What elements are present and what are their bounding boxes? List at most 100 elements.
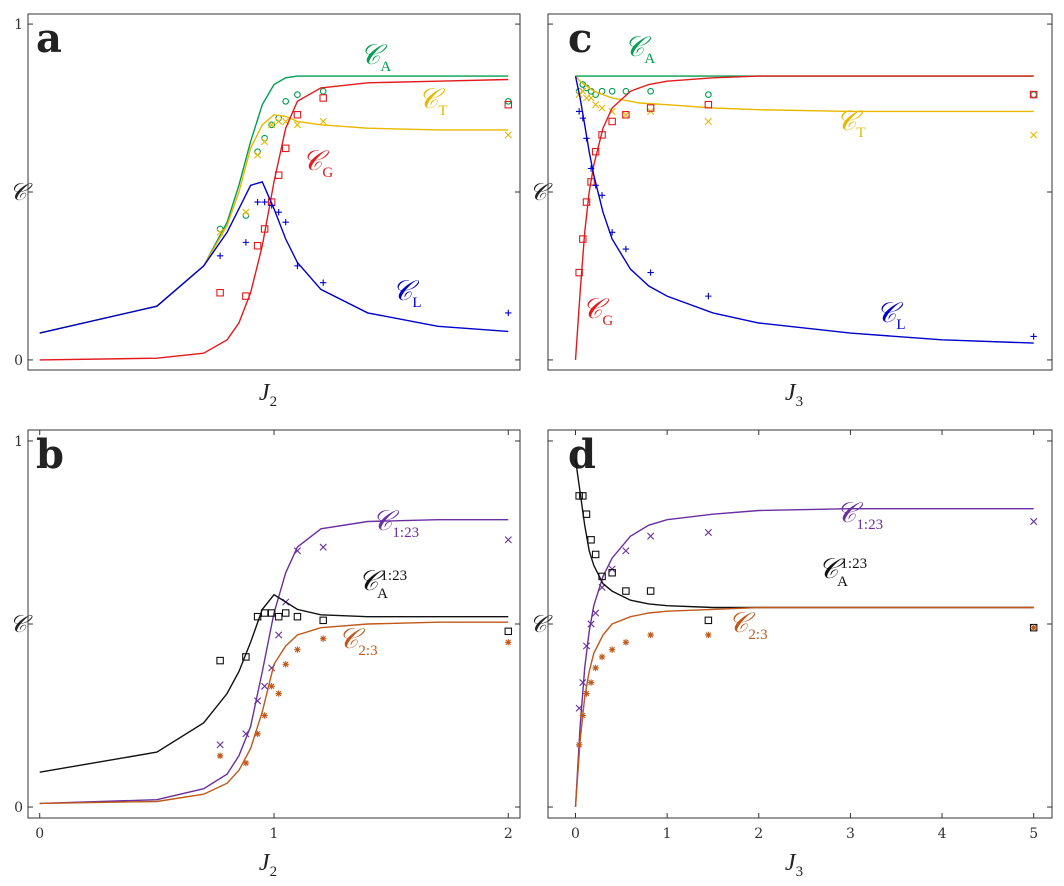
- data-point: [216, 741, 224, 749]
- series-2: [39, 621, 512, 805]
- data-point: [260, 225, 269, 233]
- data-point: [592, 182, 599, 189]
- data-point: [274, 612, 283, 621]
- series-1: [39, 114, 512, 334]
- plot-area: [39, 75, 513, 361]
- series-line: [39, 593, 509, 773]
- series-1: [39, 593, 513, 773]
- data-point: [242, 730, 250, 738]
- data-point: [242, 292, 250, 300]
- series-label: 𝒞A: [624, 32, 655, 67]
- data-point: [647, 532, 655, 540]
- data-point: [1030, 517, 1038, 526]
- series-label: 𝒞T: [418, 84, 448, 119]
- data-point: [622, 245, 630, 253]
- data-point: [320, 279, 327, 286]
- data-point: [1030, 624, 1037, 631]
- series-3: [574, 75, 1037, 344]
- data-point: [608, 87, 616, 95]
- series-line: [574, 606, 1034, 808]
- series-2: [574, 606, 1037, 808]
- data-point: [705, 631, 712, 639]
- data-point: [504, 627, 513, 636]
- data-point: [242, 239, 250, 246]
- x-tick-label: 5: [1029, 826, 1038, 842]
- data-point: [275, 208, 282, 216]
- data-point: [294, 262, 301, 270]
- data-point: [705, 292, 712, 300]
- y-tick-label: 1: [14, 434, 23, 450]
- x-axis-label: J3: [785, 850, 803, 880]
- data-point: [575, 704, 583, 712]
- data-point: [505, 639, 512, 646]
- x-tick-label: 0: [571, 826, 580, 842]
- data-point: [242, 759, 250, 767]
- data-point: [267, 609, 276, 617]
- data-point: [592, 664, 599, 672]
- data-point: [579, 235, 587, 243]
- data-point: [319, 117, 327, 126]
- data-point: [216, 228, 224, 236]
- series-2: [574, 75, 1038, 360]
- data-point: [504, 536, 512, 544]
- panel-a: 0 1 J2 𝒞a 𝒞A 𝒞T 𝒞G 𝒞L: [9, 13, 521, 410]
- data-point: [504, 131, 512, 139]
- series-line: [39, 78, 509, 361]
- x-tick-label: 2: [504, 826, 513, 842]
- series-label: 𝒞 1:23 A: [358, 566, 407, 602]
- plot-area: [574, 459, 1038, 808]
- data-point: [294, 646, 301, 653]
- series-3: [39, 181, 512, 334]
- data-point: [592, 609, 600, 617]
- series-2: [39, 78, 513, 361]
- data-point: [281, 609, 290, 617]
- data-point: [646, 104, 655, 112]
- data-point: [261, 138, 269, 146]
- data-point: [598, 131, 606, 139]
- data-point: [647, 87, 654, 95]
- data-point: [646, 587, 655, 595]
- data-point: [579, 87, 587, 95]
- series-line: [574, 459, 1034, 609]
- plot-frame: [547, 13, 1053, 371]
- x-tick-label: 1: [270, 826, 279, 842]
- panel-letter: d: [568, 431, 596, 478]
- x-tick-label: 1: [663, 826, 672, 842]
- data-point: [282, 661, 289, 668]
- data-point: [1030, 333, 1037, 340]
- data-point: [622, 111, 630, 119]
- data-point: [587, 679, 595, 686]
- data-point: [587, 178, 595, 186]
- data-point: [622, 87, 630, 95]
- data-point: [592, 101, 600, 109]
- data-point: [583, 690, 590, 697]
- series-line: [39, 114, 509, 334]
- data-point: [294, 91, 301, 98]
- panel-letter: a: [36, 15, 62, 62]
- series-line: [574, 75, 1034, 360]
- series-label: 𝒞L: [876, 298, 906, 333]
- data-point: [622, 111, 630, 119]
- data-point: [582, 642, 591, 650]
- panel-letter: c: [568, 15, 592, 62]
- series-label: 𝒞1:23: [372, 506, 419, 541]
- data-point: [275, 631, 283, 639]
- plot-frame: [547, 429, 1053, 819]
- series-label: 𝒞A: [360, 40, 391, 75]
- data-point: [575, 268, 583, 277]
- data-point: [579, 114, 587, 122]
- data-point: [579, 712, 587, 719]
- data-point: [268, 121, 276, 129]
- x-axis-label: J2: [259, 850, 277, 880]
- series-line: [574, 75, 1034, 344]
- panel-letter: b: [36, 431, 64, 478]
- data-point: [598, 192, 606, 199]
- panel-d: 0 1 2 3 4 5 J3 𝒞d 𝒞1:23 𝒞 1:23 A 𝒞2:3: [529, 429, 1053, 880]
- data-point: [261, 682, 269, 690]
- series-label: 𝒞G: [302, 146, 333, 181]
- data-point: [319, 616, 327, 625]
- plot-frame: [27, 13, 521, 371]
- x-tick-label: 0: [35, 826, 44, 842]
- data-point: [254, 151, 262, 159]
- data-point: [608, 569, 616, 577]
